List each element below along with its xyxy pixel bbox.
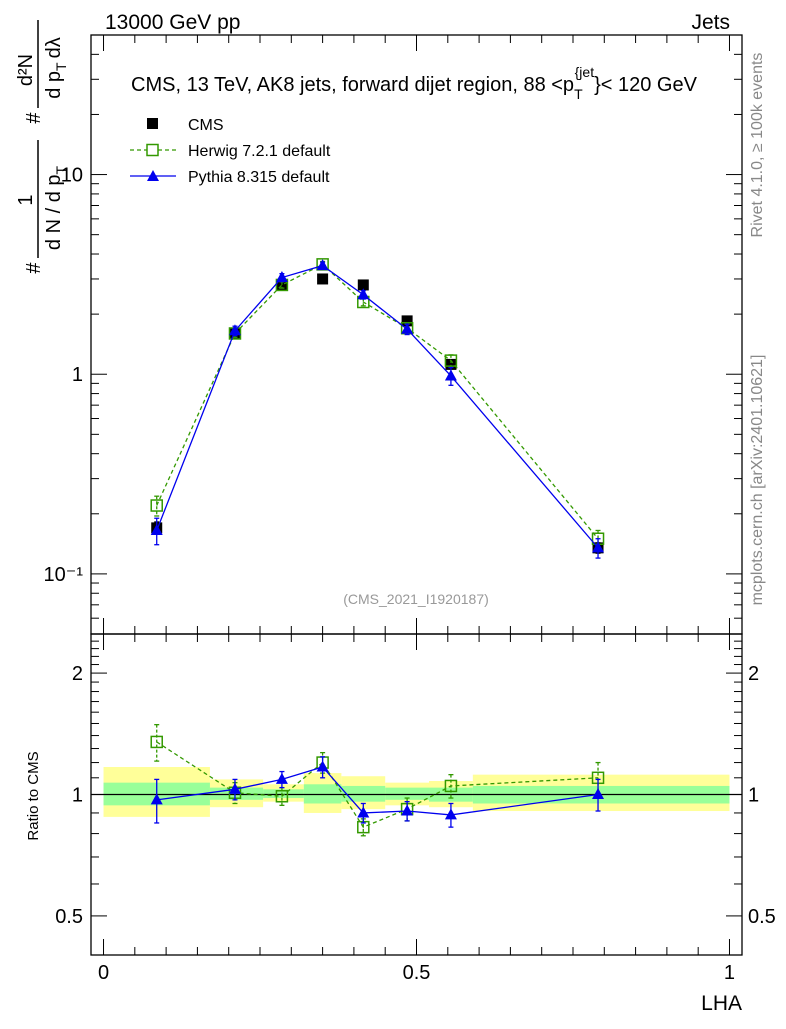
rivet-label: Rivet 4.1.0, ≥ 100k events [749, 53, 766, 238]
ratio-herwig-point [444, 779, 458, 793]
ratio-pythia-point [592, 788, 605, 799]
ylabel-num2: d²N [15, 54, 37, 86]
legend-pythia-label: Pythia 8.315 default [188, 169, 330, 186]
main-cms-point [276, 279, 288, 291]
ratio-pythia-point [228, 782, 241, 794]
legend-herwig-marker [146, 143, 159, 157]
ratio-pythia-point [444, 808, 457, 820]
main-cms-point [317, 273, 329, 285]
x-axis-label: LHA [701, 992, 742, 1015]
ratio-herwig-point [150, 735, 163, 749]
main-cms-point [445, 358, 457, 370]
legend-cms-marker [147, 118, 158, 129]
main-herwig-point [444, 354, 458, 367]
y-tick-label: 10⁻¹ [44, 564, 84, 586]
ratio-pythia-point [150, 793, 163, 805]
ratio-y-tick-label-right: 0.5 [748, 906, 776, 928]
main-cms-point [357, 279, 369, 291]
main-pythia-point [401, 322, 414, 334]
ylabel-hash: # [23, 262, 45, 274]
x-tick-label: 0.5 [403, 962, 431, 984]
main-pythia-point [316, 259, 329, 271]
main-pythia-point [150, 523, 163, 535]
main-cms-point [401, 315, 413, 327]
main-pythia-point [444, 369, 457, 381]
ratio-pythia-point [357, 806, 370, 818]
y-tick-label: 1 [72, 364, 83, 386]
ratio-pythia-point [316, 760, 329, 772]
main-pythia-point [592, 541, 605, 553]
uncertainty-band-inner [341, 785, 386, 802]
y-tick-label: 10 [61, 165, 83, 187]
ratio-pythia-line [156, 766, 599, 816]
uncertainty-band-inner [263, 789, 304, 799]
ratio-y-tick-label: 2 [72, 663, 83, 685]
legend-pythia-marker [147, 170, 159, 181]
main-herwig-line [156, 263, 599, 540]
analysis-watermark: (CMS_2021_I1920187) [343, 591, 489, 607]
ratio-y-label: Ratio to CMS [25, 751, 42, 840]
main-pythia-point [357, 288, 370, 300]
ratio-pythia-point [401, 804, 414, 816]
main-herwig-point [150, 499, 163, 512]
process-label: Jets [691, 11, 730, 34]
ratio-herwig-line [156, 741, 599, 828]
main-title: CMS, 13 TeV, AK8 jets, forward dijet reg… [131, 64, 698, 102]
ratio-y-tick-label: 0.5 [55, 906, 83, 928]
y-axis-label: # 1 d N / d pT # d²N d pTdλ [15, 20, 69, 274]
main-pythia-line [156, 264, 599, 549]
ylabel-den2: d pTdλ [43, 37, 69, 99]
mcplots-label: mcplots.cern.ch [arXiv:2401.10621] [749, 355, 766, 606]
legend: CMS Herwig 7.2.1 default Pythia 8.315 de… [130, 117, 331, 186]
ylabel-numerator: 1 [15, 194, 37, 205]
ratio-y-tick-label: 1 [72, 785, 83, 807]
main-pythia-point [275, 271, 288, 283]
x-tick-label: 0 [98, 962, 109, 984]
ratio-y-tick-label-right: 1 [748, 785, 759, 807]
ylabel-denominator: d N / d pT [43, 165, 69, 250]
legend-cms-label: CMS [188, 117, 224, 134]
x-tick-label: 1 [724, 962, 735, 984]
ratio-pythia-point [275, 772, 288, 784]
energy-label: 13000 GeV pp [105, 11, 240, 34]
legend-herwig-label: Herwig 7.2.1 default [188, 143, 331, 160]
ylabel-hash-2: # [23, 112, 45, 124]
ratio-herwig-point [275, 790, 289, 803]
main-pythia-point [228, 324, 241, 336]
uncertainty-band-inner [385, 787, 430, 800]
ratio-y-tick-label-right: 2 [748, 663, 759, 685]
